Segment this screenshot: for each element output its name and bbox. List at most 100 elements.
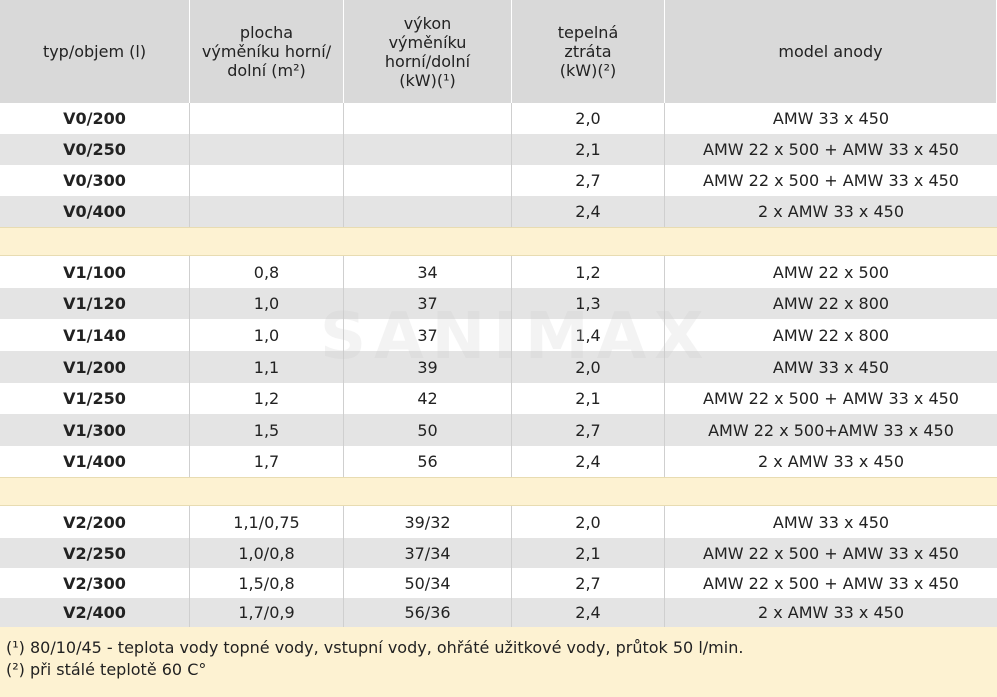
cell-exchanger-area: 1,7/0,9: [190, 598, 344, 627]
cell-exchanger-power: 37: [344, 319, 512, 351]
cell-exchanger-power: 34: [344, 256, 512, 288]
cell-exchanger-power: 56/36: [344, 598, 512, 627]
cell-heat-loss: 2,4: [512, 196, 665, 227]
header-exchanger-power: výkon výměníku horní/dolní (kW)(¹): [344, 0, 512, 103]
cell-heat-loss: 1,3: [512, 288, 665, 319]
group-separator: [0, 477, 997, 506]
cell-type-volume: V2/400: [0, 598, 190, 627]
cell-anode-model: AMW 22 x 800: [772, 294, 890, 313]
cell-exchanger-power: 50: [344, 414, 512, 446]
cell-heat-loss: 1,2: [512, 256, 665, 288]
table-row: V1/400 1,7 56 2,4 2 x AMW 33 x 450: [0, 446, 997, 477]
table-row: V0/250 2,1 AMW 22 x 500 + AMW 33 x 450: [0, 134, 997, 165]
cell-type-volume: V1/250: [0, 383, 190, 414]
cell-exchanger-area: 1,2: [190, 383, 344, 414]
cell-anode-model: 2 x AMW 33 x 450: [757, 202, 904, 221]
table-row: V1/300 1,5 50 2,7 AMW 22 x 500+AMW 33 x 450: [0, 414, 997, 446]
table-row: V1/120 1,0 37 1,3 AMW 22 x 800: [0, 288, 997, 319]
cell-heat-loss: 2,0: [512, 351, 665, 383]
header-type-volume: typ/objem (l): [0, 0, 190, 103]
cell-type-volume: V1/100: [0, 256, 190, 288]
table-row: V0/200 2,0 AMW 33 x 450: [0, 103, 997, 134]
cell-exchanger-power: 37: [344, 288, 512, 319]
table-row: V1/140 1,0 37 1,4 AMW 22 x 800: [0, 319, 997, 351]
header-exchanger-area: plocha výměníku horní/ dolní (m²): [190, 0, 344, 103]
cell-exchanger-area: 0,8: [190, 256, 344, 288]
footnote-2: (²) při stálé teplotě 60 C°: [6, 660, 207, 679]
cell-heat-loss: 2,7: [512, 414, 665, 446]
table-row: V2/300 1,5/0,8 50/34 2,7 AMW 22 x 500 + AMW …: [0, 568, 997, 598]
cell-heat-loss: 2,1: [512, 134, 665, 165]
cell-anode-model: AMW 22 x 500+AMW 33 x 450: [708, 420, 954, 440]
cell-type-volume: V2/200: [0, 506, 190, 538]
cell-heat-loss: 2,7: [512, 165, 665, 196]
cell-anode-model: AMW 22 x 500 + AMW 33 x 450: [703, 171, 959, 190]
cell-exchanger-power: 56: [344, 446, 512, 477]
cell-heat-loss: 2,0: [512, 103, 665, 134]
cell-type-volume: V0/300: [0, 165, 190, 196]
cell-anode-model: AMW 22 x 500 + AMW 33 x 450: [703, 573, 959, 593]
cell-anode-model: AMW 33 x 450: [772, 512, 890, 532]
cell-anode-model: AMW 22 x 500 + AMW 33 x 450: [703, 543, 959, 563]
cell-type-volume: V1/200: [0, 351, 190, 383]
cell-heat-loss: 2,7: [512, 568, 665, 598]
cell-heat-loss: 1,4: [512, 319, 665, 351]
cell-anode-model: AMW 22 x 500 + AMW 33 x 450: [703, 140, 959, 159]
header-heat-loss: tepelná ztráta (kW)(²): [512, 0, 665, 103]
footnote-1: (¹) 80/10/45 - teplota vody topné vody, …: [6, 638, 744, 657]
table-row: V0/400 2,4 2 x AMW 33 x 450: [0, 196, 997, 227]
table-row: V2/250 1,0/0,8 37/34 2,1 AMW 22 x 500 + AMW …: [0, 538, 997, 568]
cell-exchanger-area: 1,0: [190, 288, 344, 319]
cell-type-volume: V1/400: [0, 446, 190, 477]
footnotes: (¹) 80/10/45 - teplota vody topné vody, …: [0, 627, 997, 697]
table-row: V0/300 2,7 AMW 22 x 500 + AMW 33 x 450: [0, 165, 997, 196]
cell-type-volume: V0/200: [0, 103, 190, 134]
cell-exchanger-power: 39/32: [344, 506, 512, 538]
cell-type-volume: V1/300: [0, 414, 190, 446]
cell-type-volume: V1/140: [0, 319, 190, 351]
cell-exchanger-power: [344, 165, 512, 196]
cell-anode-model: 2 x AMW 33 x 450: [757, 452, 904, 471]
table-header: typ/objem (l) plocha výměníku horní/ dol…: [0, 0, 997, 103]
cell-exchanger-area: 1,5: [190, 414, 344, 446]
cell-type-volume: V0/250: [0, 134, 190, 165]
cell-type-volume: V2/250: [0, 538, 190, 568]
cell-anode-model: AMW 22 x 500: [772, 262, 890, 282]
cell-type-volume: V0/400: [0, 196, 190, 227]
table-row: V2/200 1,1/0,75 39/32 2,0 AMW 33 x 450: [0, 506, 997, 538]
cell-exchanger-area: 1,0: [190, 319, 344, 351]
cell-exchanger-area: 1,1/0,75: [190, 506, 344, 538]
cell-exchanger-power: 50/34: [344, 568, 512, 598]
table-row: V2/400 1,7/0,9 56/36 2,4 2 x AMW 33 x 450: [0, 598, 997, 627]
cell-anode-model: AMW 22 x 500 + AMW 33 x 450: [703, 389, 959, 408]
cell-exchanger-area: [190, 196, 344, 227]
cell-exchanger-power: [344, 134, 512, 165]
cell-exchanger-area: [190, 165, 344, 196]
table-row: V1/100 0,8 34 1,2 AMW 22 x 500: [0, 256, 997, 288]
cell-anode-model: AMW 33 x 450: [772, 357, 890, 377]
cell-exchanger-power: 37/34: [344, 538, 512, 568]
cell-anode-model: AMW 22 x 800: [772, 325, 890, 345]
cell-exchanger-area: 1,1: [190, 351, 344, 383]
cell-exchanger-area: 1,0/0,8: [190, 538, 344, 568]
cell-exchanger-area: 1,5/0,8: [190, 568, 344, 598]
table-row: V1/250 1,2 42 2,1 AMW 22 x 500 + AMW 33 x 45…: [0, 383, 997, 414]
cell-exchanger-area: [190, 103, 344, 134]
cell-exchanger-power: 42: [344, 383, 512, 414]
cell-exchanger-power: [344, 103, 512, 134]
cell-exchanger-area: [190, 134, 344, 165]
cell-heat-loss: 2,1: [512, 383, 665, 414]
cell-exchanger-power: 39: [344, 351, 512, 383]
cell-exchanger-area: 1,7: [190, 446, 344, 477]
cell-heat-loss: 2,4: [512, 598, 665, 627]
cell-heat-loss: 2,4: [512, 446, 665, 477]
cell-exchanger-power: [344, 196, 512, 227]
cell-anode-model: 2 x AMW 33 x 450: [757, 603, 904, 622]
cell-type-volume: V1/120: [0, 288, 190, 319]
cell-type-volume: V2/300: [0, 568, 190, 598]
table-row: V1/200 1,1 39 2,0 AMW 33 x 450: [0, 351, 997, 383]
cell-anode-model: AMW 33 x 450: [772, 109, 890, 128]
cell-heat-loss: 2,0: [512, 506, 665, 538]
group-separator: [0, 227, 997, 256]
header-anode-model: model anody: [665, 0, 997, 103]
